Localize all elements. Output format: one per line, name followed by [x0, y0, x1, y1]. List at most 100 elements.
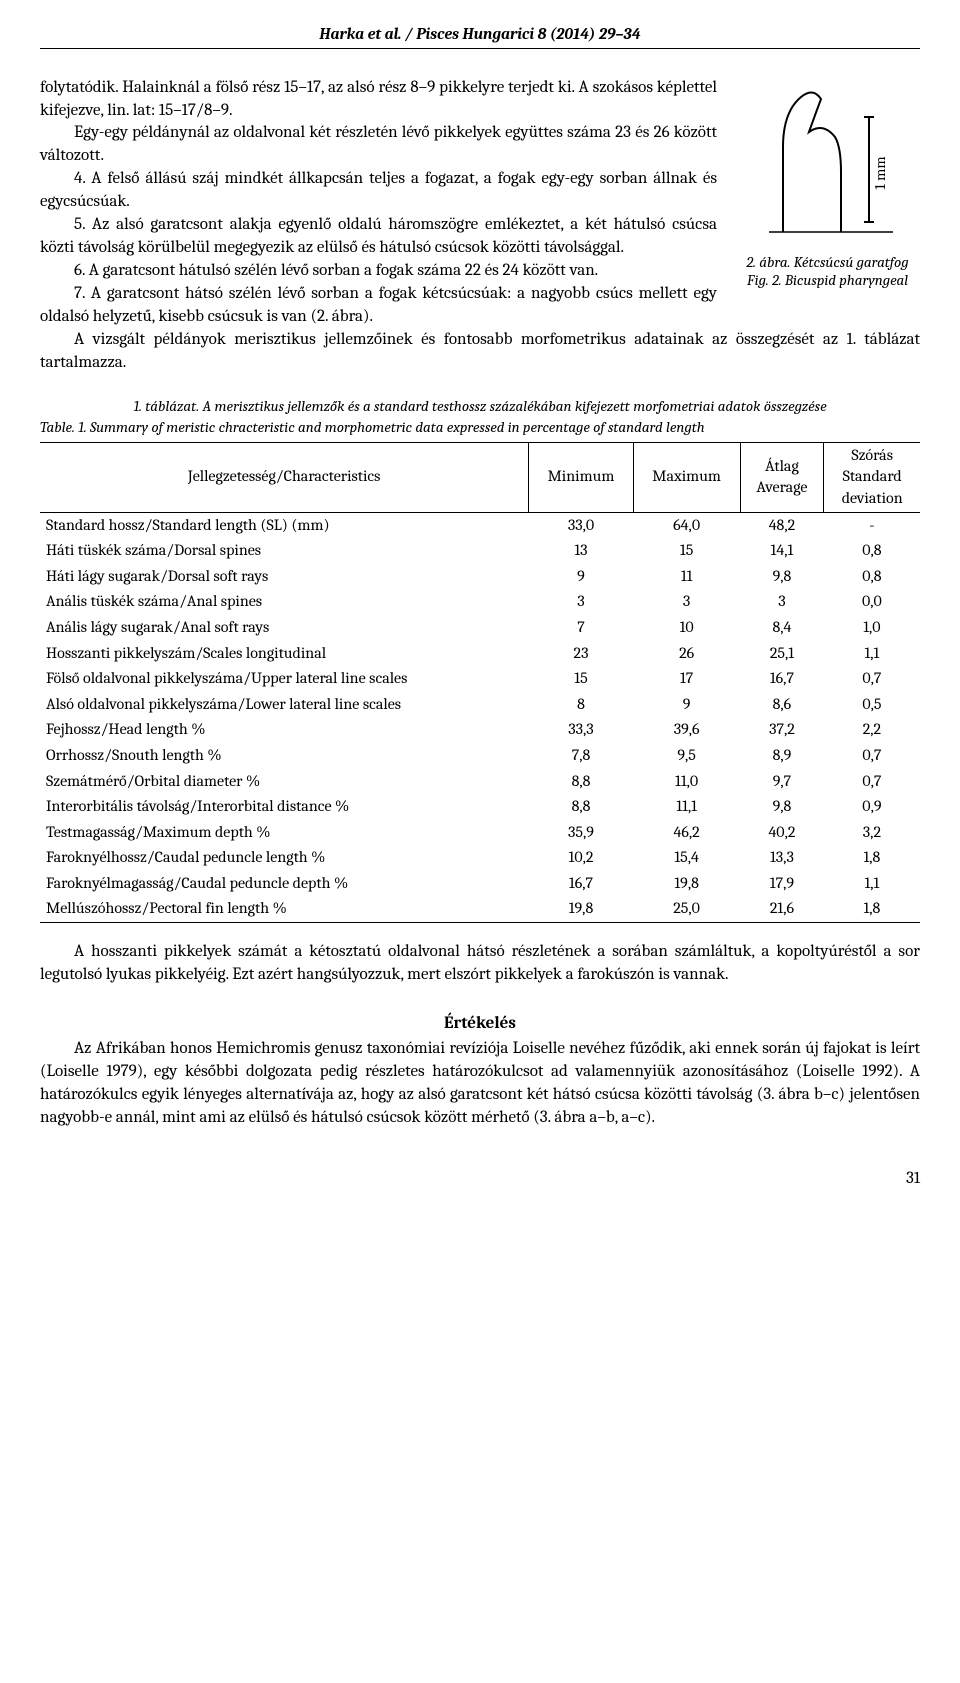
cell: 11,1 — [633, 794, 740, 820]
table-row: Standard hossz/Standard length (SL) (mm)… — [40, 512, 920, 538]
cell: 0,8 — [824, 564, 920, 590]
cell: 13,3 — [740, 845, 824, 871]
cell: 35,9 — [529, 820, 633, 846]
cell: 19,8 — [633, 871, 740, 897]
cell: 7 — [529, 615, 633, 641]
cell: 1,8 — [824, 896, 920, 922]
cell: 21,6 — [740, 896, 824, 922]
table-row: Faroknyélhossz/Caudal peduncle length % 1… — [40, 845, 920, 871]
col-avg-hu: Átlag — [765, 457, 799, 475]
cell: Fölső oldalvonal pikkelyszáma/Upper late… — [40, 666, 529, 692]
table-row: Anális tüskék száma/Anal spines3330,0 — [40, 589, 920, 615]
cell: 10 — [633, 615, 740, 641]
table-row: Faroknyélmagasság/Caudal peduncle depth … — [40, 871, 920, 897]
cell: 13 — [529, 538, 633, 564]
col-sd: Szórás Standard deviation — [824, 442, 920, 512]
cell: 8,8 — [529, 794, 633, 820]
cell: 37,2 — [740, 717, 824, 743]
table-row: Alsó oldalvonal pikkelyszáma/Lower later… — [40, 692, 920, 718]
cell: Anális tüskék száma/Anal spines — [40, 589, 529, 615]
running-head: Harka et al. / Pisces Hungarici 8 (2014)… — [40, 24, 920, 46]
cell: 8,8 — [529, 769, 633, 795]
table-row: Mellúszóhossz/Pectoral fin length %19,8 2… — [40, 896, 920, 922]
cell: Interorbitális távolság/Interorbital dis… — [40, 794, 529, 820]
col-avg-en: Average — [756, 478, 807, 496]
page: Harka et al. / Pisces Hungarici 8 (2014)… — [0, 0, 960, 1231]
cell: 0,9 — [824, 794, 920, 820]
cell: 3 — [633, 589, 740, 615]
cell: Mellúszóhossz/Pectoral fin length % — [40, 896, 529, 922]
cell: 7,8 — [529, 743, 633, 769]
col-max: Maximum — [633, 442, 740, 512]
cell: 25,1 — [740, 641, 824, 667]
cell: Háti tüskék száma/Dorsal spines — [40, 538, 529, 564]
cell: - — [824, 512, 920, 538]
col-characteristics: Jellegzetesség/Characteristics — [40, 442, 529, 512]
cell: 14,1 — [740, 538, 824, 564]
cell: Testmagasság/Maximum depth % — [40, 820, 529, 846]
cell: 33,3 — [529, 717, 633, 743]
cell: 0,8 — [824, 538, 920, 564]
cell: 11 — [633, 564, 740, 590]
cell: 17,9 — [740, 871, 824, 897]
cell: Háti lágy sugarak/Dorsal soft rays — [40, 564, 529, 590]
cell: 0,7 — [824, 743, 920, 769]
head-rule — [40, 48, 920, 49]
cell: Fejhossz/Head length % — [40, 717, 529, 743]
cell: 8,9 — [740, 743, 824, 769]
cell: 9,8 — [740, 564, 824, 590]
table-row: Anális lágy sugarak/Anal soft rays7108,4… — [40, 615, 920, 641]
table-row: Fölső oldalvonal pikkelyszáma/Upper late… — [40, 666, 920, 692]
col-avg: Átlag Average — [740, 442, 824, 512]
cell: 2,2 — [824, 717, 920, 743]
cell: 9,8 — [740, 794, 824, 820]
table-row: Fejhossz/Head length %33,339,637,22,2 — [40, 717, 920, 743]
cell: Faroknyélmagasság/Caudal peduncle depth … — [40, 871, 529, 897]
cell: Alsó oldalvonal pikkelyszáma/Lower later… — [40, 692, 529, 718]
cell: 46,2 — [633, 820, 740, 846]
cell: 40,2 — [740, 820, 824, 846]
cell: 48,2 — [740, 512, 824, 538]
cell: 33,0 — [529, 512, 633, 538]
cell: 8,4 — [740, 615, 824, 641]
cell: 1,8 — [824, 845, 920, 871]
scale-label: 1 mm — [871, 156, 889, 189]
cell: 1,1 — [824, 641, 920, 667]
cell: 11,0 — [633, 769, 740, 795]
morphometrics-table: Jellegzetesség/Characteristics Minimum M… — [40, 442, 920, 923]
cell: 0,7 — [824, 666, 920, 692]
cell: 19,8 — [529, 896, 633, 922]
cell: 9,7 — [740, 769, 824, 795]
cell: Hosszanti pikkelyszám/Scales longitudina… — [40, 641, 529, 667]
cell: 15 — [529, 666, 633, 692]
bicuspid-tooth-figure: 1 mm — [743, 77, 913, 247]
table-caption-en: Table. 1. Summary of meristic chracteris… — [40, 418, 920, 438]
page-number: 31 — [40, 1168, 920, 1191]
cell: 17 — [633, 666, 740, 692]
cell: 0,7 — [824, 769, 920, 795]
section-title-ertekeles: Értékelés — [40, 1013, 920, 1036]
cell: Faroknyélhossz/Caudal peduncle length % — [40, 845, 529, 871]
table-body: Standard hossz/Standard length (SL) (mm)… — [40, 512, 920, 923]
figure-caption-hu: 2. ábra. Kétcsúcsú garatfog — [746, 253, 908, 271]
table-caption-hu: 1. táblázat. A merisztikus jellemzők és … — [40, 397, 920, 417]
table-row: Szemátmérő/Orbital diameter %8,811,09,70… — [40, 769, 920, 795]
col-min: Minimum — [529, 442, 633, 512]
cell: 15,4 — [633, 845, 740, 871]
cell: 16,7 — [529, 871, 633, 897]
cell: 8,6 — [740, 692, 824, 718]
cell: 0,0 — [824, 589, 920, 615]
table-row: Orrhossz/Snouth length %7,89,58,90,7 — [40, 743, 920, 769]
cell: 1,1 — [824, 871, 920, 897]
cell: 64,0 — [633, 512, 740, 538]
col-sd-hu: Szórás — [851, 446, 893, 464]
cell: 3,2 — [824, 820, 920, 846]
cell: Szemátmérő/Orbital diameter % — [40, 769, 529, 795]
cell: 15 — [633, 538, 740, 564]
figure-caption: 2. ábra. Kétcsúcsú garatfog Fig. 2. Bicu… — [735, 253, 920, 291]
cell: Orrhossz/Snouth length % — [40, 743, 529, 769]
cell: Anális lágy sugarak/Anal soft rays — [40, 615, 529, 641]
table-row: Testmagasság/Maximum depth %35,946,240,2… — [40, 820, 920, 846]
cell: 9 — [529, 564, 633, 590]
table-row: Háti lágy sugarak/Dorsal soft rays9119,8… — [40, 564, 920, 590]
